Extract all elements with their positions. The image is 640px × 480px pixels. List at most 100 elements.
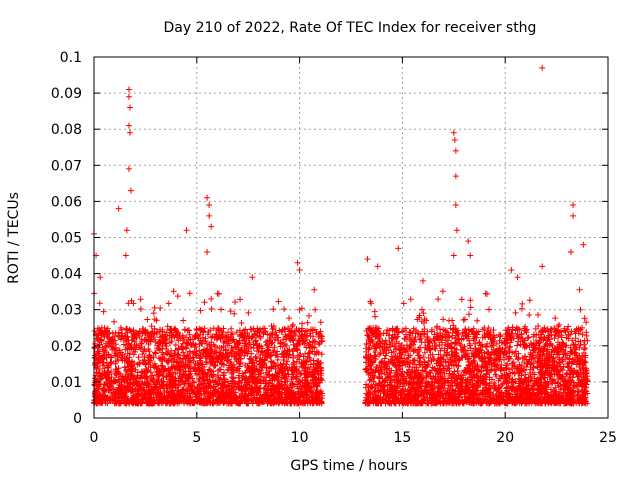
data-point bbox=[263, 349, 270, 356]
data-point bbox=[104, 369, 111, 376]
data-point bbox=[275, 298, 282, 305]
data-point bbox=[382, 337, 389, 344]
grid-layer bbox=[94, 57, 608, 418]
data-point bbox=[139, 351, 146, 358]
data-point bbox=[290, 359, 297, 366]
data-point bbox=[318, 338, 325, 345]
data-point bbox=[186, 327, 193, 334]
data-point bbox=[216, 366, 223, 373]
data-point bbox=[166, 391, 173, 398]
data-point bbox=[158, 377, 165, 384]
data-point bbox=[100, 308, 107, 315]
data-point bbox=[182, 362, 189, 369]
data-point bbox=[228, 374, 235, 381]
data-point bbox=[216, 290, 223, 297]
data-point bbox=[270, 306, 277, 313]
data-point bbox=[227, 308, 234, 315]
data-point bbox=[134, 387, 141, 394]
data-point bbox=[242, 376, 249, 383]
data-point bbox=[148, 323, 155, 330]
data-point bbox=[115, 394, 122, 401]
data-point bbox=[315, 349, 322, 356]
data-point bbox=[124, 333, 131, 340]
data-point bbox=[108, 368, 115, 375]
data-point bbox=[166, 376, 173, 383]
data-point bbox=[127, 370, 134, 377]
data-point bbox=[186, 290, 193, 297]
data-point bbox=[313, 329, 320, 336]
data-point bbox=[296, 306, 303, 313]
data-point bbox=[121, 364, 128, 371]
data-point bbox=[144, 316, 151, 323]
data-point bbox=[304, 327, 311, 334]
data-point bbox=[267, 358, 274, 365]
data-point bbox=[181, 326, 188, 333]
data-point bbox=[510, 359, 517, 366]
data-point bbox=[184, 352, 191, 359]
data-point bbox=[256, 343, 263, 350]
data-point bbox=[282, 326, 289, 333]
data-point bbox=[93, 369, 100, 376]
data-point bbox=[174, 351, 181, 358]
data-point bbox=[311, 351, 318, 358]
data-point bbox=[252, 354, 259, 361]
data-point bbox=[109, 344, 116, 351]
data-point bbox=[294, 341, 301, 348]
data-point bbox=[284, 358, 291, 365]
data-point bbox=[282, 376, 289, 383]
data-point bbox=[136, 391, 143, 398]
data-point bbox=[101, 348, 108, 355]
data-point bbox=[293, 358, 300, 365]
data-point bbox=[262, 352, 269, 359]
data-point bbox=[136, 344, 143, 351]
data-point bbox=[231, 310, 238, 317]
data-point bbox=[467, 304, 474, 311]
data-point bbox=[440, 316, 447, 323]
data-point bbox=[214, 327, 221, 334]
data-point bbox=[123, 367, 130, 374]
data-point bbox=[91, 328, 98, 335]
data-point bbox=[207, 361, 214, 368]
data-point bbox=[110, 386, 117, 393]
data-point bbox=[239, 348, 246, 355]
data-point bbox=[306, 354, 313, 361]
data-point bbox=[230, 375, 237, 382]
data-point bbox=[306, 312, 313, 319]
data-point bbox=[271, 344, 278, 351]
data-point bbox=[519, 300, 526, 307]
data-point bbox=[154, 372, 161, 379]
data-point bbox=[190, 358, 197, 365]
data-point bbox=[218, 306, 225, 313]
data-point bbox=[301, 340, 308, 347]
data-point bbox=[104, 325, 111, 332]
data-point bbox=[317, 319, 324, 326]
data-point bbox=[238, 356, 245, 363]
data-point bbox=[115, 347, 122, 354]
data-point bbox=[304, 319, 311, 326]
data-point bbox=[319, 337, 326, 344]
data-point bbox=[256, 326, 263, 333]
data-point bbox=[281, 326, 288, 333]
data-point bbox=[135, 354, 142, 361]
data-point bbox=[241, 337, 248, 344]
data-point bbox=[233, 329, 240, 336]
data-point bbox=[97, 376, 104, 383]
data-point bbox=[253, 357, 260, 364]
data-point bbox=[460, 316, 467, 323]
data-point bbox=[111, 318, 118, 325]
data-point bbox=[166, 351, 173, 358]
data-point bbox=[302, 328, 309, 335]
data-point bbox=[197, 307, 204, 314]
data-point bbox=[294, 354, 301, 361]
data-point bbox=[269, 326, 276, 333]
data-point bbox=[201, 325, 208, 332]
data-point bbox=[152, 350, 159, 357]
data-point bbox=[474, 317, 481, 324]
data-point bbox=[458, 296, 465, 303]
data-point bbox=[306, 330, 313, 337]
data-point bbox=[576, 286, 583, 293]
data-point bbox=[281, 306, 288, 313]
data-point bbox=[94, 325, 101, 332]
data-point bbox=[190, 354, 197, 361]
data-point bbox=[181, 352, 188, 359]
